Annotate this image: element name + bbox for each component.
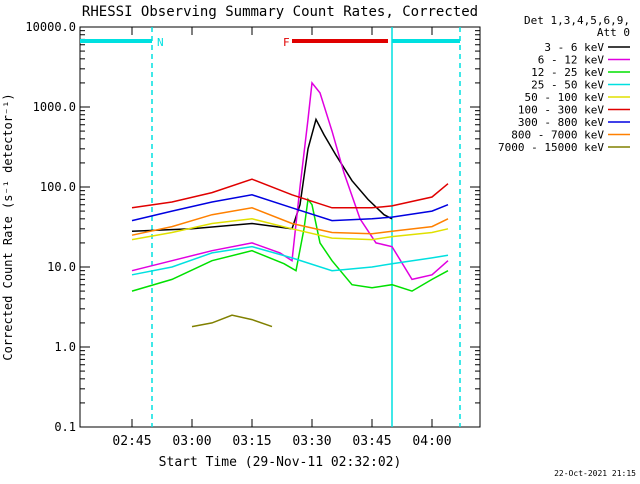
legend-label-1: 6 - 12 keV [538,54,605,67]
legend-label-6: 300 - 800 keV [518,116,604,129]
legend-label-0: 3 - 6 keV [544,41,604,54]
x-tick-label-2: 03:15 [232,434,271,449]
x-tick-label-5: 04:00 [412,434,451,449]
legend-label-4: 50 - 100 keV [525,91,605,104]
axis-ticks: 02:45 03:00 03:15 03:30 03:45 04:00 0.1 1.0 10.0… [25,20,480,449]
series-lines [131,81,449,328]
observing-bar-label-1: F [283,36,290,49]
y-tick-label-4: 1000.0 [33,100,76,114]
series-line-7 [131,207,449,236]
y-axis-label: Corrected Count Rate (s⁻¹ detector⁻¹) [1,93,15,360]
series-line-8 [191,314,273,328]
x-tick-label-3: 03:30 [292,434,331,449]
legend-label-8: 7000 - 15000 keV [498,141,604,154]
x-tick-label-4: 03:45 [352,434,391,449]
legend-label-2: 12 - 25 keV [531,66,604,79]
x-tick-label-1: 03:00 [172,434,211,449]
x-tick-label-0: 02:45 [112,434,151,449]
y-tick-label-3: 100.0 [40,180,76,194]
series-line-2 [131,197,449,292]
y-tick-label-5: 10000.0 [25,20,76,34]
plot-frame [79,26,481,428]
series-line-0 [131,117,393,232]
series-line-6 [131,194,449,222]
legend-label-7: 800 - 7000 keV [511,129,604,142]
series-line-5 [131,178,449,209]
footer-date: 22-Oct-2021 21:15 [554,469,636,478]
observing-bar-label-0: N [157,36,164,49]
series-line-3 [131,245,449,276]
legend-header-0: Det 1,3,4,5,6,9, [524,14,630,27]
y-tick-label-2: 10.0 [47,260,76,274]
x-axis-label: Start Time (29-Nov-11 02:32:02) [159,455,402,470]
chart-title: RHESSI Observing Summary Count Rates, Co… [82,4,478,20]
series-line-4 [131,218,449,241]
legend-label-3: 25 - 50 keV [531,79,604,92]
y-tick-label-0: 0.1 [54,420,76,434]
y-tick-label-1: 1.0 [54,340,76,354]
series-line-1 [131,81,449,281]
legend-label-5: 100 - 300 keV [518,104,604,117]
legend-header-1: Att 0 [597,26,630,39]
